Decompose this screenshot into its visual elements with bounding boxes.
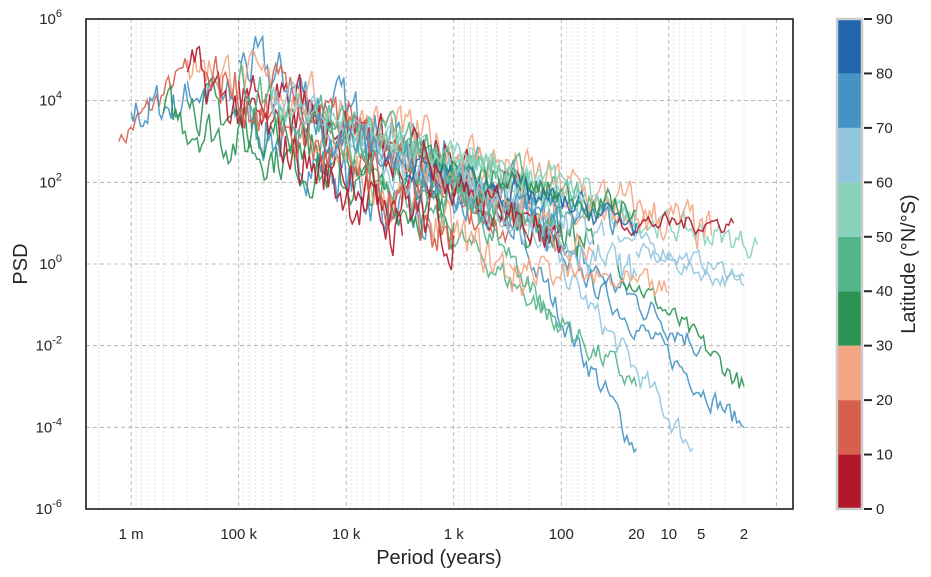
colorbar-bin	[837, 236, 862, 292]
x-tick-label: 1 k	[444, 526, 465, 543]
grid	[86, 19, 793, 509]
series-line	[616, 210, 735, 237]
y-tick-label: 10-6	[36, 498, 62, 518]
x-tick-label: 10	[660, 526, 677, 543]
series-line	[635, 241, 745, 288]
colorbar-bin	[837, 182, 862, 237]
x-tick-label: 2	[740, 526, 748, 543]
y-tick-label: 100	[39, 253, 62, 273]
colorbar-bin	[837, 454, 862, 509]
colorbar-tick-label: 40	[876, 283, 893, 300]
plot-frame	[85, 18, 794, 510]
series-line	[237, 63, 487, 226]
series-line	[420, 142, 563, 254]
x-tick-label: 100 k	[220, 526, 257, 543]
series-line	[616, 263, 745, 389]
colorbar-tick-label: 90	[876, 11, 893, 28]
x-tick-label: 10 k	[332, 526, 361, 543]
y-axis-label: PSD	[10, 243, 32, 284]
colorbar-tick-label: 70	[876, 120, 893, 137]
series-line	[616, 230, 745, 282]
y-tick-label: 10-2	[36, 335, 62, 355]
y-tick-label: 104	[39, 90, 62, 110]
x-tick-label: 20	[628, 526, 645, 543]
series-line	[162, 83, 455, 250]
colorbar-tick-label: 20	[876, 392, 893, 409]
series-line	[402, 137, 563, 236]
x-axis-label: Period (years)	[376, 547, 502, 569]
colorbar-tick-label: 10	[876, 447, 893, 464]
series-line	[118, 58, 189, 145]
y-ticks: 106 104 102 100 10-2 10-4 10-6	[36, 8, 62, 518]
series-line	[420, 141, 586, 204]
y-tick-label: 10-4	[36, 416, 62, 436]
series-line	[130, 83, 189, 128]
colorbar-bin	[837, 127, 862, 183]
colorbar: 0 10 20 30 40 50 60 70 80 90	[835, 11, 893, 518]
x-ticks: 1 m 100 k 10 k 1 k 100 20 10 5 2	[119, 526, 748, 543]
colorbar-bin	[837, 73, 862, 128]
colorbar-bin	[837, 400, 862, 455]
colorbar-bin	[837, 345, 862, 401]
colorbar-tick-label: 80	[876, 65, 893, 82]
colorbar-label: Latitude (°N/°S)	[898, 194, 920, 333]
colorbar-tick-label: 60	[876, 174, 893, 191]
series-line	[453, 175, 562, 333]
series-lines	[118, 34, 759, 454]
y-tick-label: 102	[39, 171, 62, 191]
x-tick-label: 5	[697, 526, 705, 543]
x-tick-label: 1 m	[119, 526, 144, 543]
colorbar-bin	[837, 291, 862, 346]
series-line	[509, 255, 670, 297]
colorbar-tick-label: 50	[876, 229, 893, 246]
colorbar-tick-label: 0	[876, 501, 884, 518]
y-tick-label: 106	[39, 8, 62, 28]
series-line	[509, 220, 638, 454]
colorbar-frame	[835, 17, 864, 511]
x-tick-label: 100	[549, 526, 574, 543]
colorbar-bin	[837, 19, 862, 74]
series-line	[453, 161, 638, 281]
colorbar-tick-label: 30	[876, 338, 893, 355]
